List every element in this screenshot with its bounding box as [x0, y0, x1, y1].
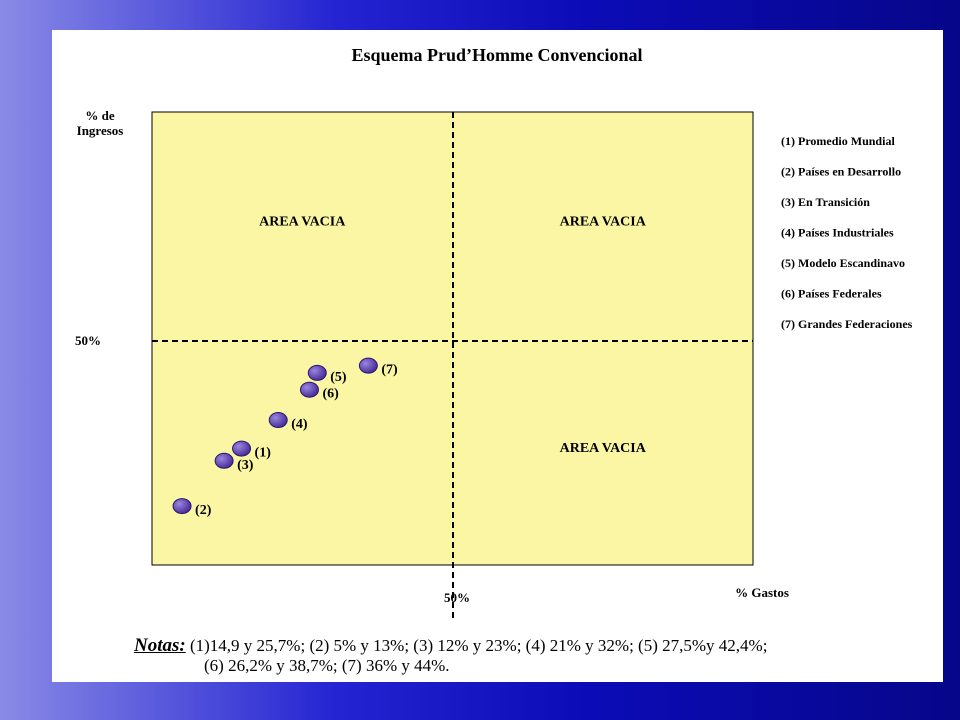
- legend-item-6: (6) Países Federales: [781, 287, 882, 301]
- prudhomme-chart: Esquema Prud’Homme Convencional % de Ing…: [75, 45, 913, 620]
- legend-item-4: (4) Países Industriales: [781, 226, 894, 240]
- data-point-label-6: (6): [322, 387, 339, 402]
- data-point-1: [232, 440, 252, 457]
- legend-item-7: (7) Grandes Federaciones: [781, 317, 913, 331]
- legend: (1) Promedio Mundial (2) Países en Desarr…: [781, 134, 913, 331]
- legend-item-2: (2) Países en Desarrollo: [781, 165, 901, 179]
- data-point-label-5: (5): [330, 370, 347, 385]
- data-points: (1) (2) (3) (4) (5) (6) (7): [172, 357, 398, 518]
- notes: Notas: (1)14,9 y 25,7%; (2) 5% y 13%; (3…: [134, 636, 934, 676]
- data-point-label-4: (4): [291, 417, 308, 432]
- data-point-3: [214, 452, 234, 469]
- data-point-4: [268, 412, 288, 429]
- data-point-5: [307, 364, 327, 381]
- data-point-label-3: (3): [237, 458, 254, 473]
- notes-line-1: (1)14,9 y 25,7%; (2) 5% y 13%; (3) 12% y…: [189, 636, 768, 655]
- y-mid-label: 50%: [75, 333, 101, 348]
- quadrant-label-2: AREA VACIA: [560, 214, 647, 229]
- quadrant-label-3: AREA VACIA: [560, 441, 647, 456]
- notes-line-2: (6) 26,2% y 38,7%; (7) 36% y 44%.: [204, 656, 450, 675]
- chart-title: Esquema Prud’Homme Convencional: [351, 45, 642, 65]
- quadrant-labels: AREA VACIA AREA VACIA AREA VACIA: [259, 214, 647, 456]
- quadrant-label-1: AREA VACIA: [259, 214, 346, 229]
- data-point-label-1: (1): [255, 446, 272, 461]
- data-point-2: [172, 498, 192, 515]
- y-axis-label-line1: % de: [85, 108, 114, 123]
- slide: Esquema Prud’Homme Convencional % de Ing…: [52, 30, 943, 682]
- data-point-7: [358, 357, 378, 374]
- data-point-6: [299, 381, 319, 398]
- legend-item-1: (1) Promedio Mundial: [781, 134, 895, 148]
- notes-label: Notas:: [134, 635, 186, 656]
- y-axis-label-line2: Ingresos: [77, 123, 124, 138]
- legend-item-5: (5) Modelo Escandinavo: [781, 256, 905, 270]
- legend-item-3: (3) En Transición: [781, 195, 870, 209]
- data-point-label-2: (2): [195, 503, 212, 518]
- data-point-label-7: (7): [381, 363, 398, 378]
- x-axis-label: % Gastos: [735, 585, 789, 600]
- x-mid-label: 50%: [444, 590, 470, 605]
